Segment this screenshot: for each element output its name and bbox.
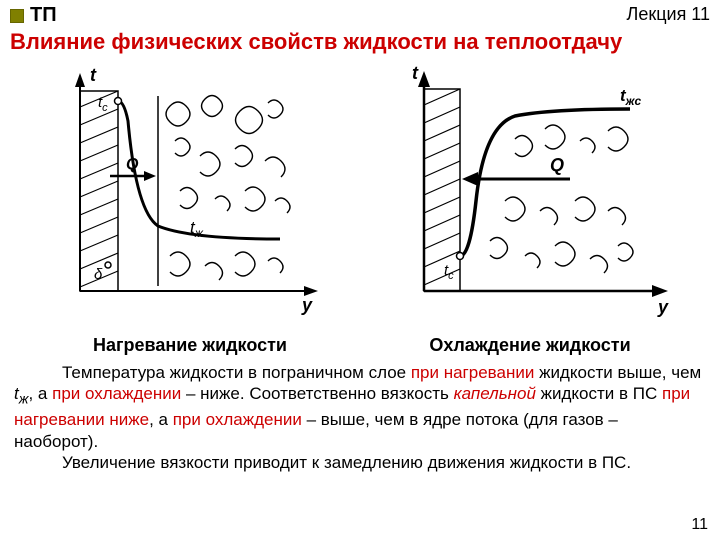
diagram-cooling: t y tс tжс	[380, 61, 680, 321]
p1-em: капельной	[454, 384, 536, 403]
page-number: 11	[691, 516, 708, 534]
axis-t-label-r: t	[412, 63, 419, 83]
axis-y-label: y	[301, 295, 313, 315]
axis-t-label: t	[90, 65, 97, 85]
label-tzhc: tжс	[620, 86, 642, 108]
lecture-number: Лекция 11	[627, 4, 711, 25]
caption-left: Нагревание жидкости	[40, 335, 340, 356]
slide-title: Влияние физических свойств жидкости на т…	[0, 27, 720, 61]
p1-red2: при охлаждении	[52, 384, 181, 403]
p1-b: жидкости выше, чем	[534, 363, 701, 382]
header-left: ТП	[10, 4, 57, 27]
slide-header: ТП Лекция 11	[0, 0, 720, 27]
p1-a: Температура жидкости в пограничном слое	[62, 363, 411, 382]
paragraph-2: Увеличение вязкости приводит к замедлени…	[14, 452, 706, 473]
p1-red4: при охлаждении	[173, 410, 302, 429]
label-tzh: tж	[190, 218, 204, 240]
caption-right: Охлаждение жидкости	[380, 335, 680, 356]
p1-tzh: tж	[14, 384, 28, 403]
label-Q-left: Q	[126, 156, 139, 173]
paragraph-1: Температура жидкости в пограничном слое …	[14, 362, 706, 452]
bullet-icon	[10, 9, 24, 23]
body-text: Температура жидкости в пограничном слое …	[0, 362, 720, 473]
p1-red1: при нагревании	[411, 363, 535, 382]
diagrams-row: t y tс	[0, 61, 720, 331]
p1-d: – ниже. Соответственно вязкость	[181, 384, 453, 403]
header-left-text: ТП	[30, 4, 57, 27]
p1-c: , а	[28, 384, 52, 403]
label-Q-right: Q	[550, 155, 564, 175]
label-delta: δ	[94, 266, 103, 283]
label-tc-r: tс	[444, 262, 454, 282]
captions-row: Нагревание жидкости Охлаждение жидкости	[0, 331, 720, 362]
p1-f: , а	[149, 410, 173, 429]
p1-e: жидкости в ПС	[536, 384, 662, 403]
diagram-heating: t y tс	[40, 61, 340, 321]
axis-y-label-r: y	[657, 297, 669, 317]
